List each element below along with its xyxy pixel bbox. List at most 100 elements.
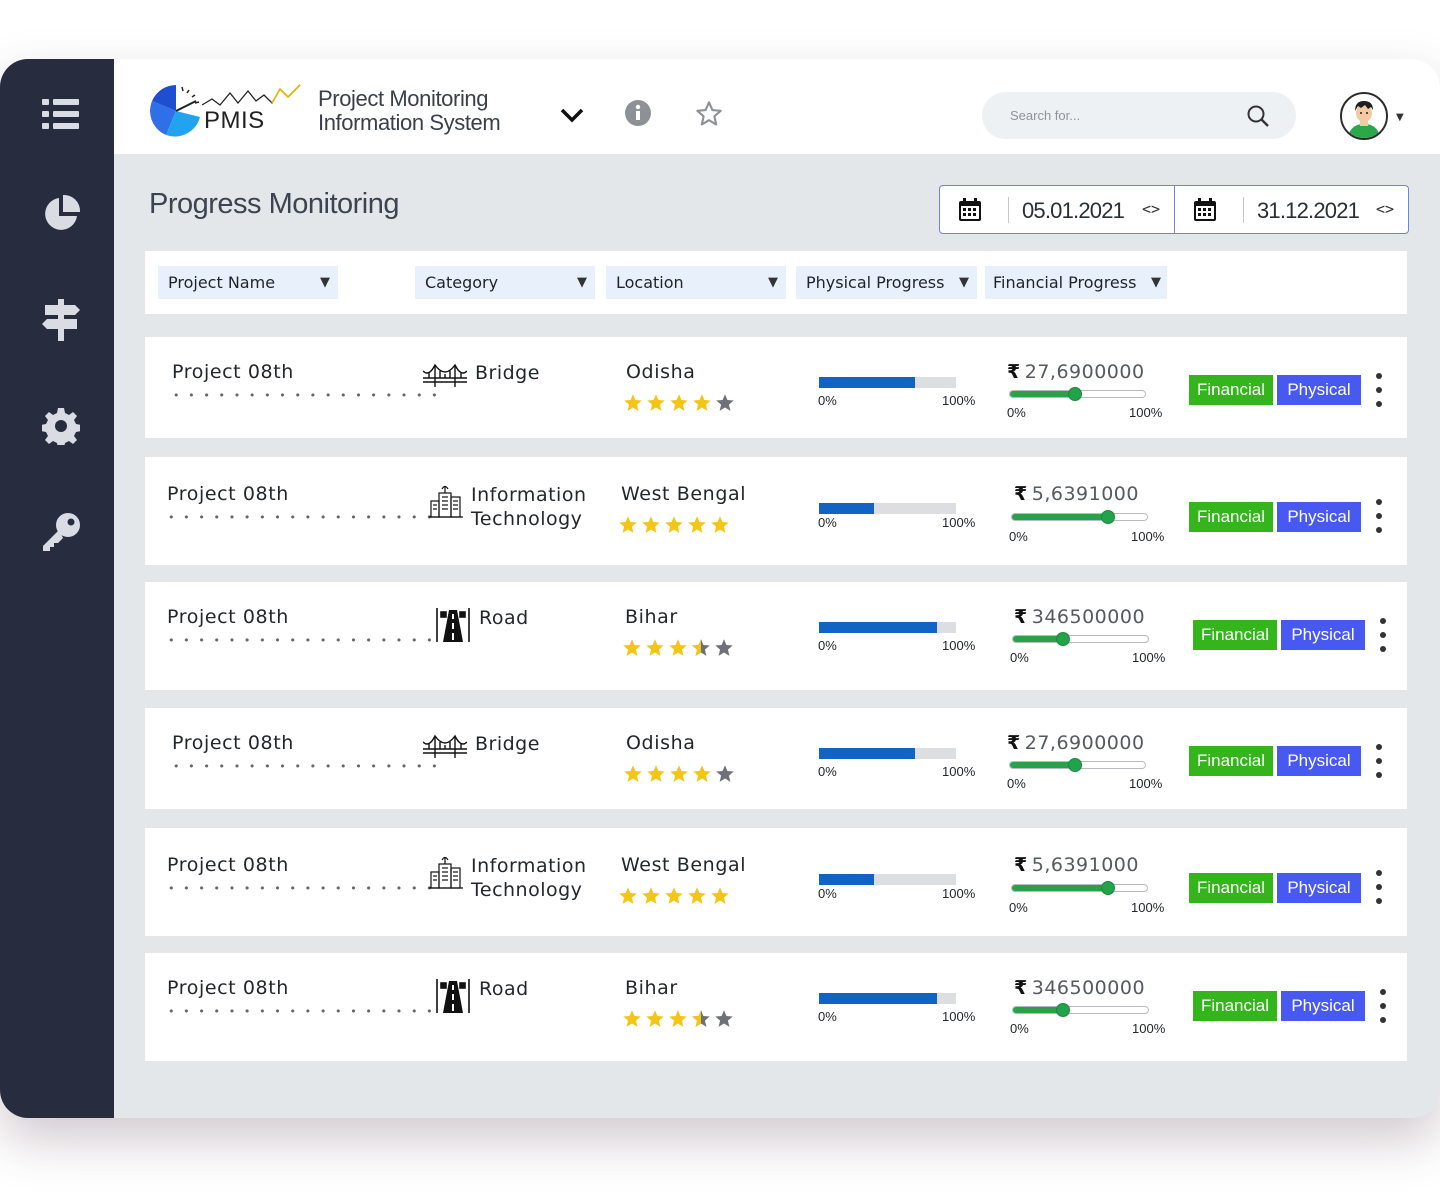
gear-icon[interactable] xyxy=(40,405,82,447)
project-name[interactable]: Project 08th xyxy=(172,732,294,754)
calendar-icon[interactable] xyxy=(1193,198,1217,222)
financial-progress-slider[interactable] xyxy=(1009,387,1146,401)
financial-progress-slider[interactable] xyxy=(1012,1003,1149,1017)
star-favorite-icon[interactable] xyxy=(693,98,725,130)
project-name[interactable]: Project 08th xyxy=(167,483,289,505)
star-filled-icon xyxy=(693,394,711,411)
more-options-icon[interactable] xyxy=(1369,744,1389,780)
filter-financial-progress[interactable]: Financial Progress ▼ xyxy=(985,266,1167,299)
amount-value: 5,6391000 xyxy=(1031,483,1139,505)
pie-chart-icon[interactable] xyxy=(40,193,82,235)
star-empty-icon xyxy=(716,394,734,411)
project-subtitle-placeholder: • • • • • • • • • • • • • • • • • • xyxy=(168,882,436,895)
financial-max-label: 100% xyxy=(1129,405,1163,420)
slider-handle[interactable] xyxy=(1100,510,1115,524)
code-arrows-icon[interactable]: <> xyxy=(1375,200,1394,218)
amount-value: 27,6900000 xyxy=(1024,732,1145,754)
filter-location[interactable]: Location ▼ xyxy=(606,266,786,299)
financial-progress-slider[interactable] xyxy=(1011,510,1148,524)
star-filled-icon xyxy=(670,394,688,411)
list-menu-icon[interactable] xyxy=(40,93,82,135)
slider-handle[interactable] xyxy=(1100,881,1115,895)
more-options-icon[interactable] xyxy=(1369,373,1389,409)
project-name[interactable]: Project 08th xyxy=(167,854,289,876)
table-row[interactable]: Project 08th • • • • • • • • • • • • • • … xyxy=(145,337,1407,438)
physical-button[interactable]: Physical xyxy=(1281,991,1365,1021)
slider-handle[interactable] xyxy=(1055,1003,1070,1017)
more-options-icon[interactable] xyxy=(1369,499,1389,535)
page-title: Progress Monitoring xyxy=(149,188,400,220)
avatar[interactable] xyxy=(1340,92,1388,140)
more-options-icon[interactable] xyxy=(1373,989,1393,1025)
project-name[interactable]: Project 08th xyxy=(167,606,289,628)
physical-button[interactable]: Physical xyxy=(1277,502,1361,532)
avatar-dropdown-icon[interactable]: ▼ xyxy=(1396,112,1404,123)
table-row[interactable]: Project 08th • • • • • • • • • • • • • • … xyxy=(145,582,1407,690)
caret-down-icon: ▼ xyxy=(577,275,587,290)
financial-amount: ₹5,6391000 xyxy=(1014,854,1139,876)
financial-button[interactable]: Financial xyxy=(1189,502,1273,532)
financial-progress-slider[interactable] xyxy=(1012,632,1149,646)
slider-handle[interactable] xyxy=(1055,632,1070,646)
search-icon[interactable] xyxy=(1246,104,1270,132)
rupee-icon: ₹ xyxy=(1014,483,1028,505)
financial-button[interactable]: Financial xyxy=(1193,991,1277,1021)
search-input[interactable] xyxy=(1010,104,1230,126)
financial-max-label: 100% xyxy=(1132,1021,1166,1036)
info-icon[interactable] xyxy=(623,98,653,128)
financial-button[interactable]: Financial xyxy=(1189,873,1273,903)
physical-progress-fill xyxy=(819,748,915,759)
code-arrows-icon[interactable]: <> xyxy=(1141,200,1160,218)
date-from-field[interactable]: 05.01.2021 <> xyxy=(940,186,1174,233)
rupee-icon: ₹ xyxy=(1014,606,1028,628)
rating-stars xyxy=(618,886,730,906)
key-icon[interactable] xyxy=(40,511,82,553)
physical-progress-fill xyxy=(819,874,874,885)
table-row[interactable]: Project 08th • • • • • • • • • • • • • • … xyxy=(145,457,1407,565)
caret-down-icon: ▼ xyxy=(1151,275,1161,290)
financial-button[interactable]: Financial xyxy=(1193,620,1277,650)
project-location: Bihar xyxy=(625,606,678,628)
signpost-icon[interactable] xyxy=(40,299,82,341)
rating-stars xyxy=(623,764,735,784)
star-half-icon xyxy=(692,639,710,656)
table-row[interactable]: Project 08th • • • • • • • • • • • • • • … xyxy=(145,708,1407,809)
calendar-icon[interactable] xyxy=(958,198,982,222)
filter-physical-progress[interactable]: Physical Progress ▼ xyxy=(796,266,977,299)
more-options-icon[interactable] xyxy=(1373,618,1393,654)
slider-handle[interactable] xyxy=(1067,387,1082,401)
table-row[interactable]: Project 08th • • • • • • • • • • • • • • … xyxy=(145,953,1407,1061)
financial-button[interactable]: Financial xyxy=(1189,375,1273,405)
physical-progress-bar xyxy=(819,993,956,1004)
more-options-icon[interactable] xyxy=(1369,870,1389,906)
date-to-field[interactable]: 31.12.2021 <> xyxy=(1174,186,1408,233)
bridge-icon xyxy=(423,734,467,758)
financial-progress-slider[interactable] xyxy=(1011,881,1148,895)
star-filled-icon xyxy=(646,1010,664,1027)
date-from-value: 05.01.2021 xyxy=(1022,198,1125,223)
project-category: Road xyxy=(435,977,529,1015)
filter-project-name[interactable]: Project Name ▼ xyxy=(158,266,338,299)
physical-button[interactable]: Physical xyxy=(1277,375,1361,405)
project-subtitle-placeholder: • • • • • • • • • • • • • • • • • • xyxy=(168,511,436,524)
star-filled-icon xyxy=(693,765,711,782)
financial-progress-fill xyxy=(1012,885,1108,891)
chevron-down-icon[interactable] xyxy=(558,103,586,127)
financial-button[interactable]: Financial xyxy=(1189,746,1273,776)
filter-category[interactable]: Category ▼ xyxy=(415,266,595,299)
filter-label: Project Name xyxy=(168,273,276,292)
physical-button[interactable]: Physical xyxy=(1277,873,1361,903)
financial-progress-slider[interactable] xyxy=(1009,758,1146,772)
project-name[interactable]: Project 08th xyxy=(167,977,289,999)
financial-min-label: 0% xyxy=(1009,529,1028,544)
table-row[interactable]: Project 08th • • • • • • • • • • • • • • … xyxy=(145,828,1407,936)
star-filled-icon xyxy=(688,516,706,533)
project-category: Bridge xyxy=(423,732,540,758)
project-location: Odisha xyxy=(626,361,696,383)
physical-button[interactable]: Physical xyxy=(1277,746,1361,776)
physical-button[interactable]: Physical xyxy=(1281,620,1365,650)
project-name[interactable]: Project 08th xyxy=(172,361,294,383)
slider-handle[interactable] xyxy=(1067,758,1082,772)
amount-value: 346500000 xyxy=(1031,606,1146,628)
physical-max-label: 100% xyxy=(942,515,976,530)
